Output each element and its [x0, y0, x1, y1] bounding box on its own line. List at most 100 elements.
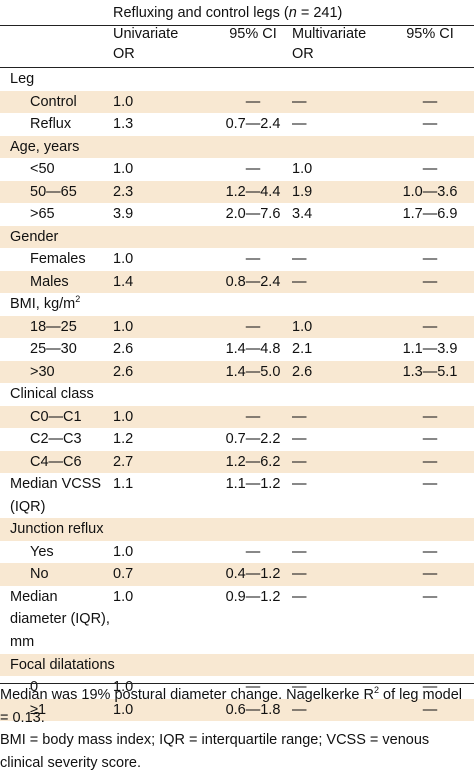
table-group-row: Age, years	[0, 135, 474, 158]
univariate-ci-cell: —	[245, 251, 261, 267]
row-label: Clinical class	[10, 386, 94, 402]
univariate-or-cell: 1.0	[113, 543, 134, 560]
multivariate-or-cell: 1.9	[292, 183, 313, 200]
multivariate-ci-cell: —	[422, 543, 438, 560]
univariate-ci-cell: 0.8—2.4	[225, 273, 281, 290]
univariate-or-cell: 2.6	[113, 363, 134, 380]
multivariate-ci-cell: —	[422, 566, 438, 582]
multivariate-or-cell: 1.0	[292, 161, 313, 177]
multivariate-or-cell: —	[292, 408, 307, 425]
row-label: Median VCSS (IQR)	[10, 476, 102, 515]
table-row: Reflux 1.3 0.7—2.4 — —	[0, 113, 474, 136]
row-label: >30	[30, 363, 55, 380]
table-row: C0—C1 1.0 — — —	[0, 405, 474, 428]
multivariate-or-cell: —	[292, 93, 307, 110]
table-row: Median diameter (IQR), mm 1.0 0.9—1.2 — —	[0, 586, 474, 654]
univariate-ci-cell: 0.7—2.2	[225, 431, 281, 447]
row-label: C4—C6	[30, 453, 82, 470]
univariate-or-cell: 0.7	[113, 566, 134, 582]
univariate-or-cell: 1.0	[113, 161, 134, 177]
multivariate-ci-cell: 1.7—6.9	[402, 206, 458, 222]
table-group-row: Junction reflux	[0, 518, 474, 541]
multivariate-or-cell: —	[292, 273, 307, 290]
col-multivariate-line1: Multivariate	[292, 26, 367, 42]
multivariate-or-cell: —	[292, 566, 307, 582]
table-group-row: Clinical class	[0, 383, 474, 406]
multivariate-or-cell: 3.4	[292, 206, 313, 222]
table-row: Males 1.4 0.8—2.4 — —	[0, 270, 474, 293]
multivariate-or-cell: —	[292, 116, 307, 132]
univariate-ci-cell: 1.1—1.2	[225, 476, 281, 492]
multivariate-ci-cell: —	[422, 408, 438, 425]
multivariate-ci-cell: —	[422, 453, 438, 470]
row-label: Junction reflux	[10, 521, 104, 537]
row-label: Median diameter (IQR), mm	[10, 588, 110, 650]
multivariate-or-cell: —	[292, 701, 307, 718]
univariate-ci-cell: —	[245, 161, 261, 177]
univariate-ci-cell: 0.4—1.2	[225, 566, 281, 582]
univariate-ci-cell: 1.2—4.4	[225, 183, 281, 200]
col-univariate-line2: OR	[113, 46, 135, 62]
multivariate-ci-cell: —	[422, 476, 438, 492]
multivariate-ci-cell: 1.1—3.9	[402, 341, 458, 357]
group-title: Refluxing and control legs (n = 241)	[113, 5, 343, 21]
multivariate-ci-cell: —	[422, 161, 438, 177]
univariate-ci-cell: 1.2—6.2	[225, 453, 281, 470]
row-label-superscript: 2	[75, 294, 81, 305]
footnotes: Median was 19% postural diameter change.…	[0, 684, 474, 774]
row-label: C2—C3	[30, 431, 82, 447]
row-label: 18—25	[30, 318, 77, 335]
univariate-or-cell: 2.6	[113, 341, 134, 357]
table-row: Yes 1.0 — — —	[0, 541, 474, 564]
table-group-row: BMI, kg/m2	[0, 293, 474, 316]
univariate-ci-cell: —	[245, 543, 261, 560]
table-row: 18—25 1.0 — 1.0 —	[0, 315, 474, 338]
univariate-ci-cell: 1.4—4.8	[225, 341, 281, 357]
row-label: 50—65	[30, 183, 77, 200]
table-body: Leg Control 1.0 — — — Reflux 1.3 0.7—2.4 — — Age, y…	[0, 68, 474, 721]
col-univariate-line1: Univariate	[113, 26, 179, 42]
multivariate-or-cell: —	[292, 251, 307, 267]
univariate-ci-cell: 0.7—2.4	[225, 116, 281, 132]
univariate-ci-cell: 2.0—7.6	[225, 206, 281, 222]
univariate-ci-cell: —	[245, 318, 261, 335]
multivariate-ci-cell: 1.3—5.1	[402, 363, 458, 380]
table-header: Refluxing and control legs (n = 241) Uni…	[0, 0, 474, 68]
table-row: >30 2.6 1.4—5.0 2.6 1.3—5.1	[0, 360, 474, 383]
col-ci-multivariate: 95% CI	[406, 26, 454, 42]
row-label: Yes	[30, 543, 54, 560]
row-label: Males	[30, 273, 69, 290]
univariate-ci-cell: 1.4—5.0	[225, 363, 281, 380]
table-row: Median VCSS (IQR) 1.1 1.1—1.2 — —	[0, 473, 474, 518]
univariate-or-cell: 1.0	[113, 251, 134, 267]
row-label: >65	[30, 206, 55, 222]
row-label: Focal dilatations	[10, 656, 115, 673]
multivariate-or-cell: —	[292, 453, 307, 470]
multivariate-or-cell: 2.6	[292, 363, 313, 380]
multivariate-ci-cell: —	[422, 116, 438, 132]
univariate-or-cell: 1.0	[113, 701, 134, 718]
univariate-or-cell: 1.3	[113, 116, 134, 132]
row-label: Reflux	[30, 116, 72, 132]
multivariate-ci-cell: —	[422, 251, 438, 267]
col-multivariate-line2: OR	[292, 46, 314, 62]
univariate-ci-cell: —	[245, 408, 261, 425]
row-label: No	[30, 566, 49, 582]
multivariate-ci-cell: —	[422, 93, 438, 110]
multivariate-or-cell: —	[292, 588, 307, 605]
table-row: >65 3.9 2.0—7.6 3.4 1.7—6.9	[0, 203, 474, 226]
bottom-rule	[0, 683, 474, 684]
row-label: BMI, kg/m2	[10, 294, 81, 312]
row-label: C0—C1	[30, 408, 82, 425]
univariate-or-cell: 3.9	[113, 206, 134, 222]
table-row: ≥1 1.0 0.6—1.8 — —	[0, 698, 474, 721]
table-group-row: Gender	[0, 225, 474, 248]
table-row: <50 1.0 — 1.0 —	[0, 158, 474, 181]
col-ci-univariate: 95% CI	[229, 26, 277, 42]
row-label: ≥1	[30, 701, 47, 718]
univariate-or-cell: 1.0	[113, 318, 134, 335]
univariate-or-cell: 2.3	[113, 183, 134, 200]
table-row: No 0.7 0.4—1.2 — —	[0, 563, 474, 586]
row-label: Gender	[10, 228, 59, 245]
table-row: Females 1.0 — — —	[0, 248, 474, 271]
